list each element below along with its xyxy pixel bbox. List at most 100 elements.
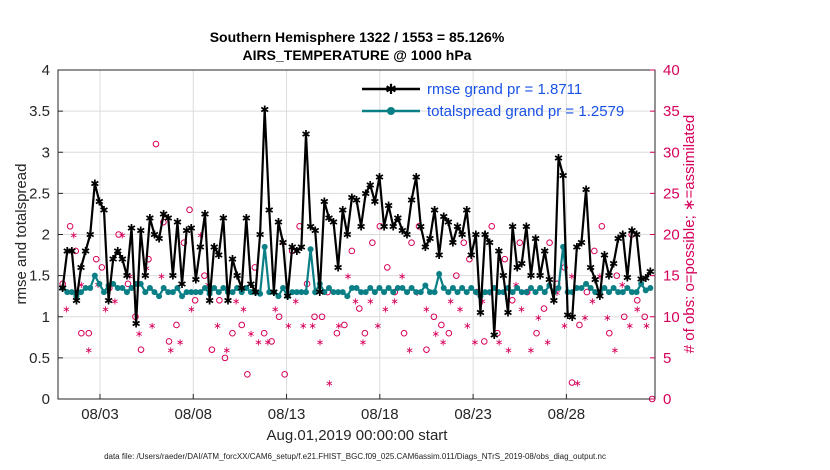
obs-possible-marker — [533, 329, 540, 337]
rmse-point: ✱ — [632, 230, 641, 242]
obs-possible-marker — [268, 338, 275, 345]
obs-assimilated-marker: ∗ — [126, 272, 134, 283]
obs-possible-marker — [165, 338, 173, 345]
totalspread-point — [312, 289, 319, 296]
rmse-point: ✱ — [522, 221, 531, 233]
rmse-point: ✱ — [384, 201, 393, 213]
obs-assimilated-marker: ∗ — [478, 296, 486, 307]
obs-assimilated-marker: ∗ — [316, 337, 324, 348]
rmse-point: ✱ — [99, 205, 108, 217]
chart-subtitle: AIRS_TEMPERATURE @ 1000 hPa — [243, 47, 472, 63]
y-right-tick-label: 5 — [663, 350, 671, 367]
totalspread-point — [615, 289, 622, 296]
rmse-point: ✱ — [435, 250, 444, 262]
rmse-point: ✱ — [540, 246, 549, 258]
rmse-point: ✱ — [545, 275, 554, 287]
obs-possible-marker — [333, 329, 341, 337]
rmse-point: ✱ — [416, 221, 425, 233]
obs-possible-marker — [281, 371, 288, 378]
rmse-point: ✱ — [251, 287, 260, 299]
totalspread-point — [307, 246, 314, 253]
y-right-tick-label: 30 — [663, 144, 680, 161]
obs-possible-marker — [260, 329, 268, 337]
rmse-point: ✱ — [356, 221, 365, 233]
obs-possible-marker — [598, 222, 606, 230]
obs-assimilated-marker: ∗ — [544, 337, 552, 348]
totalspread-point — [413, 289, 420, 296]
obs-assimilated-marker: ∗ — [284, 321, 292, 332]
totalspread-point — [633, 289, 640, 296]
obs-assimilated-marker: ∗ — [85, 346, 93, 357]
obs-assimilated-marker: ∗ — [148, 321, 156, 332]
rmse-point: ✱ — [265, 205, 274, 217]
totalspread-point — [426, 289, 433, 296]
totalspread-point — [482, 289, 489, 296]
totalspread-point — [404, 289, 411, 296]
totalspread-point — [64, 289, 71, 296]
totalspread-point — [156, 293, 163, 300]
rmse-point: ✱ — [641, 273, 650, 285]
obs-possible-marker — [400, 329, 408, 337]
rmse-point: ✱ — [467, 250, 476, 262]
totalspread-point — [472, 289, 479, 296]
rmse-point: ✱ — [375, 172, 384, 184]
totalspread-point — [91, 272, 98, 279]
obs-possible-marker — [98, 264, 106, 271]
rmse-point: ✱ — [425, 234, 434, 246]
totalspread-point — [358, 289, 365, 296]
x-tick-label: 08/18 — [361, 406, 399, 423]
obs-assimilated-marker: ∗ — [374, 321, 382, 332]
obs-assimilated-marker: ∗ — [344, 272, 352, 283]
rmse-point: ✱ — [471, 230, 480, 242]
totalspread-point — [289, 289, 296, 296]
rmse-point: ✱ — [306, 221, 315, 233]
rmse-point: ✱ — [182, 225, 191, 237]
totalspread-point — [179, 293, 186, 300]
obs-assimilated-marker: ∗ — [366, 296, 374, 307]
totalspread-point — [96, 280, 103, 287]
obs-assimilated-marker: ∗ — [471, 337, 479, 348]
obs-possible-marker — [124, 280, 132, 288]
y-right-tick-label: 15 — [663, 268, 680, 285]
rmse-point: ✱ — [457, 230, 466, 242]
rmse-point: ✱ — [214, 250, 223, 262]
totalspread-point — [68, 289, 75, 296]
obs-assimilated-marker: ∗ — [568, 272, 576, 283]
obs-assimilated-marker: ∗ — [308, 321, 316, 332]
rmse-point: ✱ — [237, 283, 246, 295]
obs-possible-marker — [186, 206, 193, 214]
rmse-point: ✱ — [58, 283, 67, 295]
totalspread-point — [165, 289, 172, 296]
y-right-tick-label: 0 — [663, 391, 671, 408]
totalspread-point — [468, 284, 475, 291]
rmse-point: ✱ — [86, 230, 95, 242]
rmse-point: ✱ — [407, 195, 416, 207]
totalspread-point — [234, 284, 241, 291]
rmse-point: ✱ — [168, 271, 177, 283]
x-tick-label: 08/03 — [81, 406, 119, 423]
obs-assimilated-marker: ∗ — [581, 313, 589, 324]
data-file-footer: data file: /Users/raeder/DAI/ATM_forcXX/… — [104, 452, 606, 461]
obs-assimilated-marker: ∗ — [157, 272, 165, 283]
obs-assimilated-marker: ∗ — [642, 321, 650, 332]
totalspread-point — [302, 289, 309, 296]
obs-assimilated-marker: ∗ — [197, 231, 205, 242]
totalspread-point — [339, 289, 346, 296]
obs-assimilated-marker: ∗ — [588, 296, 596, 307]
rmse-point: ✱ — [324, 213, 333, 225]
chart-title: Southern Hemisphere 1322 / 1553 = 85.126… — [210, 29, 505, 45]
obs-possible-marker — [641, 313, 649, 321]
obs-possible-marker — [318, 313, 326, 321]
obs-assimilated-marker: ∗ — [618, 280, 626, 291]
totalspread-point — [390, 289, 397, 296]
obs-assimilated-marker: ∗ — [176, 337, 184, 348]
y-tick-label: 2 — [42, 227, 50, 244]
rmse-point: ✱ — [439, 211, 448, 223]
totalspread-point — [275, 293, 282, 300]
rmse-point: ✱ — [246, 279, 255, 291]
y-right-tick-label: 40 — [663, 62, 680, 79]
obs-assimilated-marker: ∗ — [626, 321, 634, 332]
obs-possible-marker — [568, 379, 576, 386]
obs-possible-marker — [620, 313, 628, 321]
rmse-point: ✱ — [210, 242, 219, 254]
